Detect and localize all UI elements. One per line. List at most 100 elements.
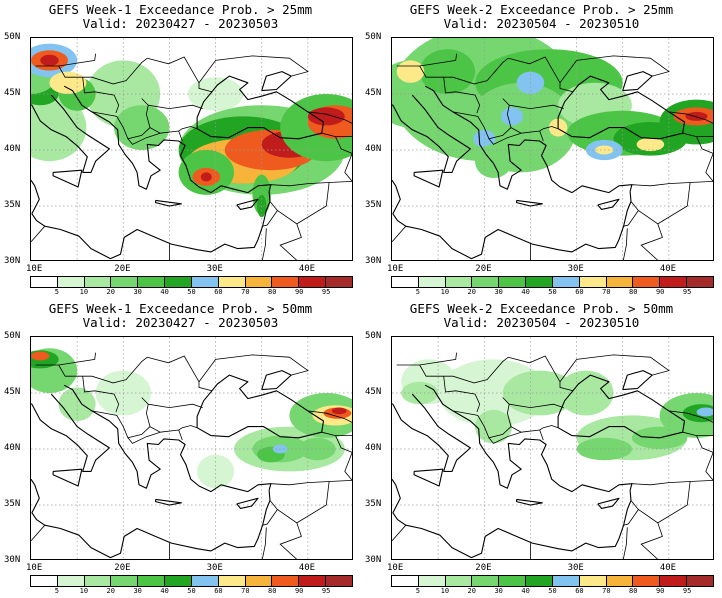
map-panel-week2-25mm: GEFS Week-2 Exceedance Prob. > 25mm Vali… <box>361 0 722 299</box>
country-border <box>261 527 267 559</box>
color-bar-swatch <box>418 576 446 586</box>
coastline <box>31 478 271 559</box>
latitude-label: 45N <box>365 88 382 98</box>
coastline <box>392 94 471 173</box>
country-border <box>622 228 628 260</box>
coastline <box>424 85 633 194</box>
color-bar-swatch <box>111 576 139 586</box>
country-border <box>269 201 302 260</box>
latitude-label: 35N <box>4 200 21 210</box>
color-bar-swatch <box>579 277 607 287</box>
country-border <box>622 527 628 559</box>
probability-map <box>30 37 353 261</box>
probability-field <box>401 359 713 461</box>
country-border <box>657 182 691 225</box>
country-border <box>452 98 512 140</box>
coastline <box>52 169 83 188</box>
country-border <box>58 356 148 384</box>
probability-contour <box>197 454 235 489</box>
country-border <box>508 56 574 93</box>
coastline <box>557 75 686 140</box>
borders <box>392 53 713 260</box>
color-bar-swatch <box>392 277 419 287</box>
latitude-label: 35N <box>365 200 382 210</box>
color-bar-swatch <box>272 277 300 287</box>
country-border <box>148 104 203 110</box>
longitude-label: 10E <box>26 563 43 573</box>
color-bar-swatch <box>392 576 419 586</box>
latitude-label: 30N <box>365 555 382 565</box>
color-bar-label: 10 <box>79 288 89 296</box>
country-border <box>510 126 559 134</box>
color-bar-label: 60 <box>214 288 223 296</box>
latitude-label: 50N <box>4 32 21 42</box>
color-bar-label: 20 <box>106 288 115 296</box>
probability-contour <box>31 351 50 361</box>
color-bar-swatch <box>660 576 688 586</box>
country-border <box>705 452 713 481</box>
country-border <box>270 480 352 486</box>
country-border <box>344 153 352 182</box>
color-bar-swatch <box>57 277 85 287</box>
coastline <box>622 71 653 92</box>
country-border <box>396 352 457 366</box>
country-border <box>668 410 713 423</box>
country-border <box>668 111 713 124</box>
coastline <box>236 497 259 509</box>
probability-contour <box>298 437 336 461</box>
color-bar-label: 95 <box>682 587 692 595</box>
probability-contour <box>475 144 512 178</box>
latitude-label: 50N <box>4 331 21 341</box>
coastline <box>392 179 632 260</box>
color-bar-label: 95 <box>682 288 692 296</box>
country-border <box>630 201 663 260</box>
latitude-label: 40N <box>4 144 21 154</box>
color-bar-label: 60 <box>575 587 584 595</box>
country-border <box>509 403 564 409</box>
country-border <box>631 480 713 486</box>
color-bar-swatch <box>606 576 634 586</box>
color-bar-swatch <box>445 277 473 287</box>
color-bar-label: 40 <box>521 587 530 595</box>
color-bar-swatch <box>526 576 553 586</box>
country-border <box>296 182 330 225</box>
country-border <box>510 425 559 433</box>
country-border <box>178 429 183 441</box>
country-border <box>91 397 151 439</box>
color-bar-swatch <box>499 277 527 287</box>
probability-contour <box>40 54 59 66</box>
color-bar-label: 50 <box>548 587 557 595</box>
country-border <box>508 355 574 392</box>
probability-contour <box>500 107 524 126</box>
color-bar <box>391 575 714 587</box>
probability-contour <box>200 172 212 182</box>
probability-field <box>392 38 713 178</box>
longitude-label: 30E <box>567 264 584 274</box>
country-border <box>682 431 713 436</box>
country-border <box>631 181 713 187</box>
longitude-label: 40E <box>298 264 316 274</box>
color-bar-label: 30 <box>494 288 503 296</box>
coastline <box>236 198 259 210</box>
longitude-label: 20E <box>475 563 492 573</box>
coastline <box>413 468 444 487</box>
coastline <box>622 370 653 391</box>
country-border <box>147 355 213 392</box>
color-bar-label: 20 <box>467 587 476 595</box>
country-border <box>261 228 267 260</box>
color-bar-label: 95 <box>321 288 331 296</box>
coastline <box>63 384 272 493</box>
latitude-label: 35N <box>365 499 382 509</box>
latitude-label: 40N <box>4 443 21 453</box>
color-bar-label: 90 <box>294 288 304 296</box>
probability-contour <box>475 409 512 444</box>
color-bar-swatch <box>499 576 527 586</box>
color-bar-label: 40 <box>521 288 530 296</box>
latitude-label: 40N <box>365 443 382 453</box>
country-border <box>335 435 352 453</box>
longitude-label: 40E <box>659 563 677 573</box>
latitude-label: 45N <box>4 88 21 98</box>
color-bar-swatch <box>272 576 300 586</box>
latitude-label: 30N <box>365 256 382 266</box>
country-border <box>147 56 213 93</box>
